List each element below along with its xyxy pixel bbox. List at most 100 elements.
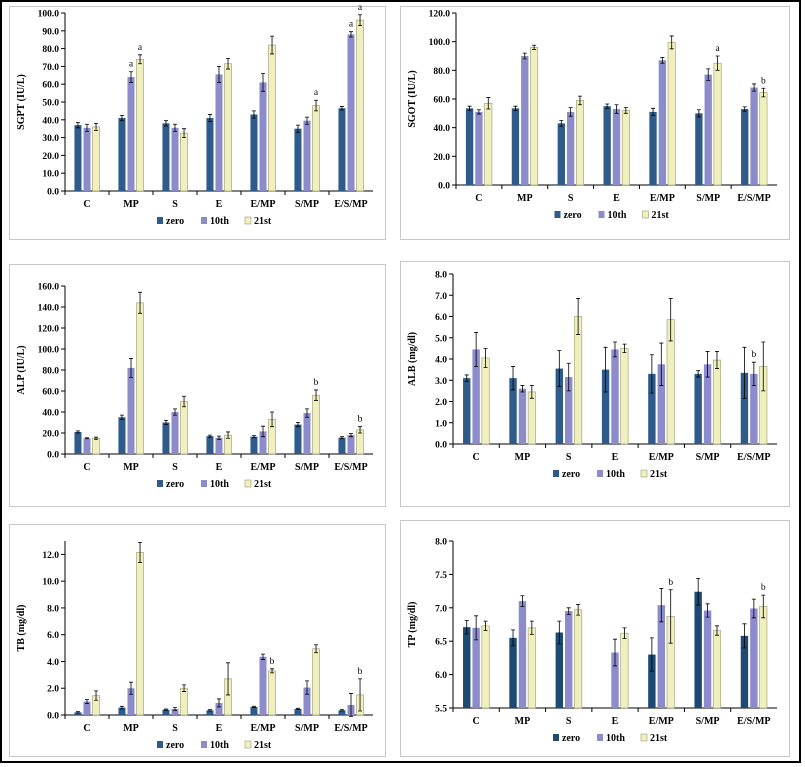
bar-sgot-10th xyxy=(521,56,529,185)
error-bar xyxy=(75,122,80,129)
error-bar xyxy=(358,14,363,26)
error-bar xyxy=(659,588,664,623)
tb-chart: 0.0 2.0 4.0 6.0 8.0 10.0 12.0 TB (mg/dl) C MP S E E/… xyxy=(16,541,373,751)
error-bar xyxy=(566,607,571,615)
bar-sgpt-zero xyxy=(250,114,258,191)
significance-label: b xyxy=(358,415,363,425)
x-category-label: C xyxy=(83,723,90,734)
error-bar xyxy=(270,411,275,428)
bar-tp-zero xyxy=(740,635,749,708)
legend-swatch xyxy=(157,217,163,224)
bar-alb-10th xyxy=(750,373,758,444)
error-bar xyxy=(559,120,564,127)
legend-swatch xyxy=(640,733,648,742)
x-category-label: E/S/MP xyxy=(334,199,367,210)
x-category-label: C xyxy=(475,193,482,204)
y-tick-label: 6.0 xyxy=(435,313,447,323)
y-tick-label: 30.0 xyxy=(42,134,59,144)
y-tick-label: 40.0 xyxy=(42,116,59,126)
bar-sgot-21st xyxy=(621,110,630,186)
bar-alb-zero xyxy=(555,368,564,444)
x-category-label: S/MP xyxy=(295,723,319,734)
x-category-label: E/S/MP xyxy=(334,723,367,734)
bar-sgot-10th xyxy=(750,87,758,185)
x-category-label: MP xyxy=(123,723,139,734)
legend-swatch xyxy=(553,734,559,741)
bar-sgot-21st xyxy=(576,100,584,186)
y-tick-label: 0.0 xyxy=(435,441,447,451)
x-category-label: C xyxy=(83,462,90,473)
error-bar xyxy=(566,362,571,392)
legend-swatch xyxy=(244,740,252,749)
x-category-label: S/MP xyxy=(696,193,720,204)
bar-sgot-zero xyxy=(695,113,703,185)
legend-label: 21st xyxy=(254,479,272,490)
bar-sgot-10th xyxy=(658,60,667,185)
legend-label: 21st xyxy=(254,740,272,751)
bar-tp-10th xyxy=(703,610,712,708)
bar-sgot-zero xyxy=(741,109,749,185)
legend-label: 10th xyxy=(606,469,625,480)
bar-tp-10th xyxy=(750,608,758,708)
y-tick-label: 2.0 xyxy=(47,685,59,695)
legend-label: 10th xyxy=(210,740,229,751)
error-bar xyxy=(513,105,518,111)
x-category-label: C xyxy=(83,199,90,210)
y-tick-label: 20.0 xyxy=(42,152,59,162)
error-bar xyxy=(119,705,124,710)
y-tick-label: 60.0 xyxy=(42,81,59,91)
significance-label: b xyxy=(761,583,766,593)
legend-swatch xyxy=(597,470,603,477)
bar-alp-10th xyxy=(127,367,135,454)
panel-tp: 5.5 6.0 6.5 7.0 7.5 8.0 TP (mg/dl) C MP S E E/MP S/M… xyxy=(400,520,790,757)
bar-tb-10th xyxy=(259,656,267,715)
bar-alp-10th xyxy=(347,435,355,454)
x-category-label: E/MP xyxy=(649,716,674,727)
bar-tb-10th xyxy=(127,688,135,715)
error-bar xyxy=(182,684,187,692)
bar-alp-10th xyxy=(171,412,179,454)
bar-tp-21st xyxy=(620,632,629,709)
y-tick-label: 0.0 xyxy=(47,188,59,198)
significance-label: a xyxy=(349,20,354,30)
error-bar xyxy=(761,87,766,98)
bar-sgpt-zero xyxy=(338,108,346,191)
bar-sgpt-zero xyxy=(118,118,126,191)
error-bar xyxy=(705,603,710,618)
error-bar xyxy=(483,347,488,368)
x-category-label: E xyxy=(216,462,223,473)
y-tick-label: 8.0 xyxy=(435,538,447,548)
bar-tp-21st xyxy=(712,630,721,709)
bar-sgot-zero xyxy=(603,106,611,185)
error-bar xyxy=(314,389,319,401)
bar-alp-zero xyxy=(74,431,82,454)
error-bar xyxy=(751,598,756,619)
error-bar xyxy=(529,385,534,399)
bar-sgot-zero xyxy=(649,111,657,185)
error-bar xyxy=(714,351,719,369)
bar-tb-10th xyxy=(171,708,179,715)
bar-alp-zero xyxy=(162,422,170,454)
error-bar xyxy=(138,541,143,563)
error-bar xyxy=(751,361,756,386)
error-bar xyxy=(651,107,656,116)
bar-tb-21st xyxy=(136,552,144,716)
error-bar xyxy=(706,68,711,81)
legend-swatch xyxy=(157,480,163,487)
bar-sgpt-21st xyxy=(136,58,144,192)
x-category-label: E/MP xyxy=(251,723,276,734)
bar-sgot-10th xyxy=(704,74,712,185)
error-bar xyxy=(138,54,143,65)
bar-tp-zero xyxy=(555,632,564,708)
error-bar xyxy=(761,341,766,392)
y-tick-label: 4.0 xyxy=(47,658,59,668)
legend-swatch xyxy=(640,469,648,478)
error-bar xyxy=(163,708,168,711)
error-bar xyxy=(251,110,256,119)
y-tick-label: 100.0 xyxy=(38,10,60,20)
error-bar xyxy=(295,422,300,428)
y-tick-label: 5.5 xyxy=(435,705,447,715)
error-bar xyxy=(696,370,701,378)
error-bar xyxy=(295,707,300,711)
x-category-label: S xyxy=(568,193,574,204)
